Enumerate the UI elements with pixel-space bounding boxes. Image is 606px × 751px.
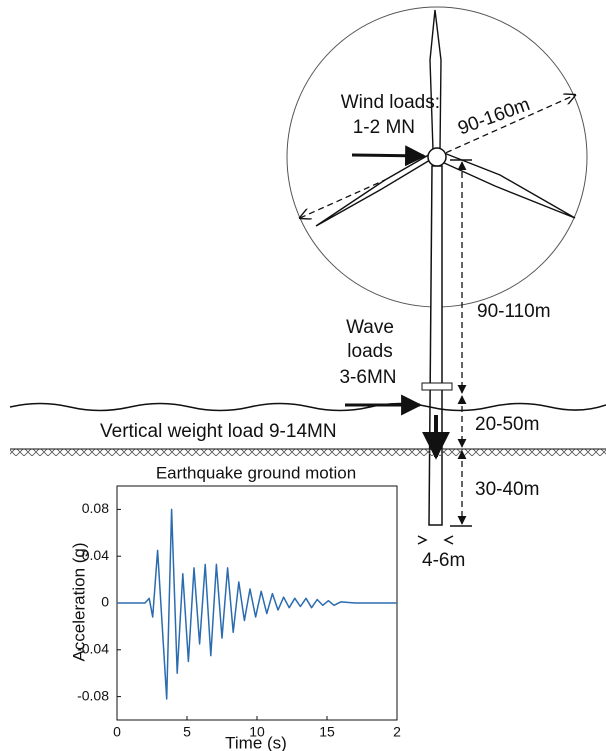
water-surface bbox=[9, 402, 606, 412]
y-tick-label: 0.04 bbox=[82, 547, 109, 563]
x-tick-label: 5 bbox=[183, 724, 191, 740]
label: 3-6MN bbox=[339, 367, 396, 388]
label: loads bbox=[347, 341, 392, 362]
y-tick-label: 0.08 bbox=[82, 500, 109, 516]
label: 90-110m bbox=[477, 301, 551, 322]
wind-arrow bbox=[351, 145, 427, 167]
y-tick-label: 0 bbox=[101, 594, 109, 610]
y-tick-label: -0.04 bbox=[77, 641, 109, 657]
y-axis-label: Acceleration (g) bbox=[69, 542, 88, 661]
label: 30-40m bbox=[475, 479, 539, 500]
label: Vertical weight load 9-14MN bbox=[100, 421, 337, 442]
seabed bbox=[10, 449, 606, 456]
label: Wave bbox=[346, 317, 394, 338]
label: 1-2 MN bbox=[353, 117, 415, 138]
tower bbox=[428, 165, 443, 526]
platform bbox=[421, 382, 453, 391]
x-tick-label: 2 bbox=[393, 724, 401, 740]
blade bbox=[315, 151, 434, 227]
chart-title: Earthquake ground motion bbox=[156, 463, 356, 482]
x-tick-label: 15 bbox=[319, 724, 335, 740]
label: 4-6m bbox=[422, 550, 465, 571]
label: 90-160m bbox=[455, 94, 533, 139]
x-tick-label: 10 bbox=[249, 724, 265, 740]
y-tick-label: -0.08 bbox=[77, 687, 109, 703]
blade bbox=[429, 9, 442, 151]
data-line bbox=[117, 508, 397, 700]
label: 20-50m bbox=[475, 414, 539, 435]
x-tick-label: 0 bbox=[113, 724, 121, 740]
label: Wind loads: bbox=[341, 92, 440, 113]
hub bbox=[427, 147, 447, 167]
diameter-marks bbox=[417, 535, 454, 545]
x-axis-label: Time (s) bbox=[225, 733, 287, 751]
